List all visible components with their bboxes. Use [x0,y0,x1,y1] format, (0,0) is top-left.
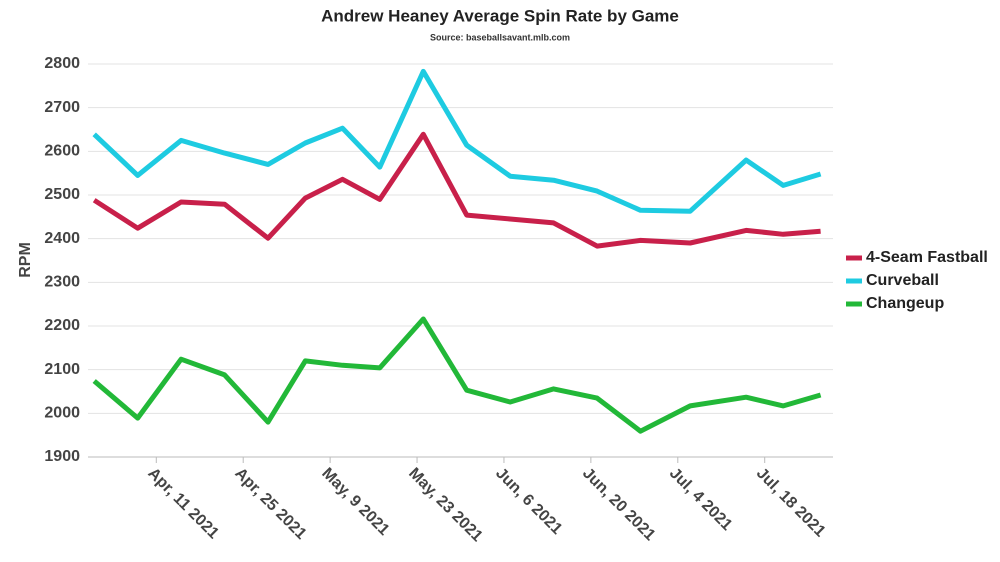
series-line [92,68,822,214]
x-tick-label: May, 23 2021 [405,465,485,545]
legend-label: 4-Seam Fastball [866,249,988,266]
y-tick-label: 2600 [44,143,80,160]
y-axis-label: RPM [17,242,34,278]
x-tick-label: May, 9 2021 [318,465,392,539]
x-tick-label: Jun, 6 2021 [492,465,565,538]
chart-subtitle: Source: baseballsavant.mlb.com [430,32,570,42]
y-tick-label: 2800 [44,55,80,72]
series-line [92,316,822,434]
legend-label: Changeup [866,295,944,312]
y-tick-label: 2500 [44,186,80,203]
y-tick-label: 2300 [44,274,80,291]
x-tick-label: Jun, 20 2021 [579,465,658,544]
x-tick-label: Jul, 18 2021 [753,465,829,541]
x-tick-label: Apr, 11 2021 [144,465,222,543]
chart-title: Andrew Heaney Average Spin Rate by Game [321,6,679,25]
x-tick-label: Apr, 25 2021 [231,465,309,543]
series-line [92,131,821,249]
y-tick-label: 2000 [44,405,80,422]
y-tick-label: 2100 [44,361,80,378]
y-tick-label: 1900 [44,448,80,465]
y-tick-label: 2400 [44,230,80,247]
y-tick-label: 2200 [44,317,80,334]
legend-label: Curveball [866,272,939,289]
y-tick-label: 2700 [44,99,80,116]
x-tick-label: Jul, 4 2021 [666,465,735,534]
